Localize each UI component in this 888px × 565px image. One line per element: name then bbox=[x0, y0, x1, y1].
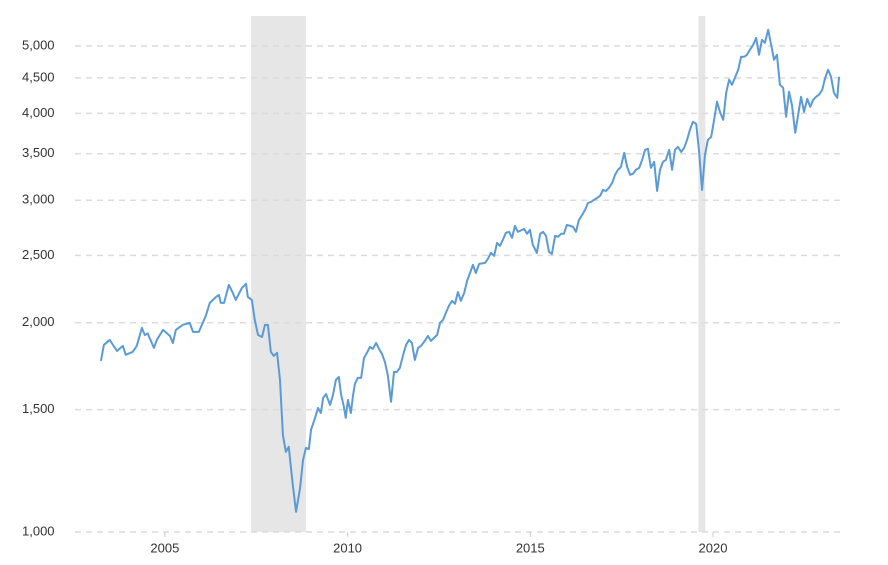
line-series bbox=[99, 28, 841, 513]
y-tick-label: 1,000 bbox=[22, 523, 55, 538]
y-tick-label: 5,000 bbox=[22, 37, 55, 52]
y-tick-label: 4,500 bbox=[22, 69, 55, 84]
y-tick-label: 3,500 bbox=[22, 145, 55, 160]
x-tick-label: 2015 bbox=[516, 540, 545, 555]
x-tick-label: 2010 bbox=[333, 540, 362, 555]
y-tick-label: 1,500 bbox=[22, 401, 55, 416]
y-tick-label: 2,500 bbox=[22, 247, 55, 262]
x-tick-label: 2005 bbox=[150, 540, 179, 555]
y-tick-label: 3,000 bbox=[22, 192, 55, 207]
y-tick-label: 2,000 bbox=[22, 314, 55, 329]
recession-band bbox=[251, 16, 306, 532]
recession-band bbox=[698, 16, 706, 532]
x-tick-label: 2020 bbox=[699, 540, 728, 555]
y-tick-label: 4,000 bbox=[22, 105, 55, 120]
